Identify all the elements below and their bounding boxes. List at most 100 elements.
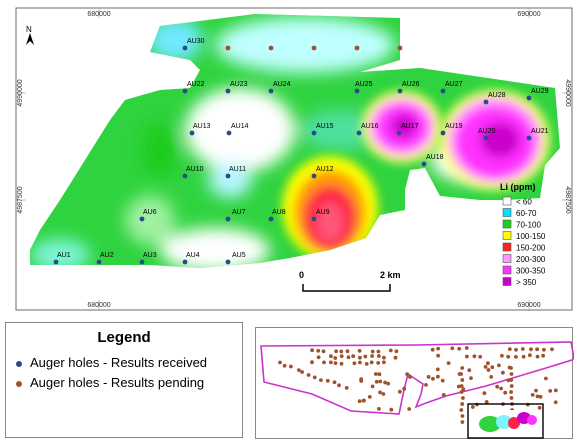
auger-hole-pending [354, 45, 360, 51]
overview-hole [389, 407, 394, 412]
overview-hole [357, 399, 362, 404]
overview-hole [514, 347, 518, 352]
overview-hole [499, 386, 503, 391]
overview-hole [398, 389, 402, 394]
overview-hole [351, 354, 356, 358]
li-legend-swatch [502, 277, 512, 286]
overview-hole [300, 370, 304, 374]
overview-hole [369, 360, 374, 365]
overview-hole [339, 349, 344, 354]
legend-title: Legend [97, 329, 151, 346]
li-legend-label: 100-150 [516, 232, 546, 241]
auger-hole-received [139, 216, 145, 222]
overview-hole [362, 398, 366, 403]
overview-hole [376, 361, 381, 365]
overview-hole [460, 420, 465, 424]
overview-hole [542, 347, 546, 352]
overview-hole [378, 379, 383, 384]
overview-hole [310, 360, 314, 365]
auger-hole-label: AU22 [187, 81, 205, 88]
overview-hole [370, 354, 374, 358]
overview-hole [460, 414, 465, 418]
overview-hole [459, 390, 464, 394]
auger-hole-label: AU2 [100, 252, 114, 259]
overview-hole [312, 375, 317, 380]
auger-hole-label: AU25 [355, 81, 373, 88]
overview-hole [450, 346, 455, 351]
easting-label-top-1: 680000 [87, 11, 110, 18]
auger-hole-received [526, 135, 532, 141]
overview-hole [436, 374, 440, 379]
overview-hole [426, 375, 431, 379]
overview-hole [472, 354, 477, 359]
li-legend-label: 200-300 [516, 255, 546, 264]
overview-inset [255, 327, 574, 439]
overview-hole [506, 378, 511, 383]
grid-ticks [16, 8, 572, 310]
overview-hole [486, 368, 491, 372]
auger-hole-received [182, 173, 188, 179]
auger-hole-received [311, 130, 317, 136]
overview-hole [363, 354, 368, 359]
overview-hole [383, 380, 387, 385]
overview-hole [497, 363, 501, 368]
auger-hole-label: AU26 [402, 81, 420, 88]
auger-hole-label: AU15 [316, 123, 334, 130]
li-legend-swatch [502, 231, 512, 240]
northing-label-left-2: 4987500 [17, 186, 24, 213]
auger-hole-label: AU9 [316, 209, 330, 216]
overview-hole [388, 348, 393, 353]
auger-hole-label: AU21 [531, 128, 549, 135]
overview-hole [337, 383, 341, 388]
overview-hole [364, 362, 369, 366]
auger-hole-label: AU27 [445, 81, 463, 88]
overview-hole [357, 349, 362, 353]
overview-hole [528, 353, 532, 358]
received-dot-icon [16, 360, 22, 367]
overview-hole [377, 354, 381, 358]
received-holes: AU1 AU2 AU3 AU4 AU5 AU6 AU7 AU8 AU9 AU10 AU11 AU12 A… [53, 38, 549, 265]
overview-hole [358, 355, 362, 360]
overview-hole [332, 380, 337, 385]
auger-hole-label: AU4 [186, 252, 200, 259]
overview-hole [541, 353, 545, 358]
auger-hole-pending [311, 45, 317, 51]
auger-hole-label: AU8 [272, 209, 286, 216]
overview-hole [460, 366, 465, 370]
overview-hole [322, 360, 326, 365]
overview-hole [440, 378, 445, 383]
li-legend-swatch [502, 208, 512, 217]
li-legend-label: > 350 [516, 278, 537, 287]
overview-hole [344, 386, 349, 390]
li-legend-label: < 60 [516, 198, 532, 207]
overview-hole [537, 405, 542, 410]
auger-hole-received [53, 259, 59, 265]
overview-hole [359, 379, 364, 383]
overview-hole [461, 387, 466, 392]
overview-hole [377, 407, 381, 411]
li-legend-label: 300-350 [516, 267, 546, 276]
overview-hole [352, 361, 357, 366]
overview-hole [553, 388, 558, 393]
auger-hole-label: AU28 [488, 92, 506, 99]
overview-hole [509, 372, 514, 376]
overview-hole [509, 384, 514, 388]
overview-hole [483, 365, 488, 369]
li-legend-swatch [502, 219, 512, 229]
overview-hole [394, 349, 399, 354]
scale-bar-start-label: 0 [299, 270, 304, 280]
overview-hole [310, 348, 314, 353]
auger-hole-label: AU23 [230, 81, 248, 88]
li-legend-label: 60-70 [516, 209, 537, 218]
legend-row-received: Auger holes - Results received [16, 355, 207, 370]
easting-label-top-2: 690000 [517, 11, 540, 18]
overview-hole [339, 354, 344, 359]
overview-hole [535, 347, 539, 352]
overview-hole [530, 393, 535, 397]
legend-received-label: Auger holes - Results received [30, 355, 208, 370]
overview-hole [393, 355, 398, 360]
auger-hole-received [226, 130, 232, 136]
northing-label-right-2: 4987500 [564, 186, 571, 213]
overview-hole [482, 391, 487, 396]
overview-holes [278, 346, 558, 424]
